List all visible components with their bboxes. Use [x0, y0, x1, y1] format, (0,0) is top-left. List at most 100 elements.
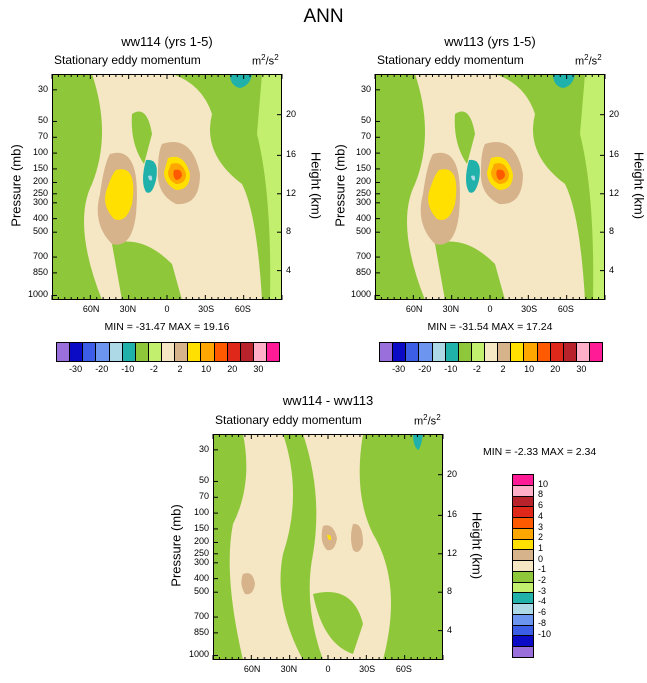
- colorbar-label: 8: [538, 489, 544, 500]
- pressure-tick-label: 250: [355, 187, 371, 198]
- min-max-stats: MIN = -2.33 MAX = 2.34: [483, 446, 597, 458]
- yellow-region-left: [105, 169, 134, 220]
- colorbar-label: -10: [444, 364, 458, 374]
- colorbar-label: 3: [538, 521, 544, 532]
- pressure-tick-label: 500: [355, 226, 371, 237]
- pressure-tick-label: 50: [360, 115, 371, 126]
- green-region-left: [52, 74, 102, 300]
- colorbar-difference: [512, 474, 534, 658]
- colorbar-swatch: [70, 343, 84, 361]
- lat-tick-label: 30S: [359, 664, 376, 674]
- colorbar-swatch: [513, 507, 533, 519]
- green-region-mid: [280, 434, 323, 660]
- green-region-right: [495, 74, 605, 300]
- contour-plot: [51, 74, 283, 300]
- green-patch-mid: [454, 111, 475, 164]
- lat-tick-label: 60S: [234, 304, 251, 314]
- height-tick-label: 16: [447, 509, 458, 520]
- pressure-tick-label: 200: [355, 176, 371, 187]
- pressure-tick-label: 400: [193, 572, 209, 583]
- colorbar-swatch: [240, 343, 254, 361]
- colorbar-label: -6: [538, 607, 547, 618]
- colorbar-label: -4: [538, 596, 547, 607]
- pressure-tick-label: 1000: [188, 649, 209, 660]
- pressure-tick-label: 1000: [27, 289, 48, 300]
- colorbar-swatch: [445, 343, 459, 361]
- colorbar-label: -10: [121, 364, 135, 374]
- panel-title: ww114 (yrs 1-5): [121, 34, 213, 49]
- colorbar-label: -10: [538, 628, 552, 639]
- colorbar-label: -2: [149, 364, 158, 374]
- pressure-tick-label: 70: [198, 491, 209, 502]
- colorbar-swatch: [83, 343, 97, 361]
- colorbar-label: 2: [538, 532, 544, 543]
- colorbar-swatch: [513, 561, 533, 572]
- lat-tick-label: 30N: [442, 304, 460, 314]
- y-axis-label-height: Height (km): [631, 151, 647, 220]
- red-core-center: [496, 169, 505, 180]
- lat-tick-label: 60S: [395, 664, 412, 674]
- colorbar-swatch: [214, 343, 228, 361]
- lat-tick-label: 60N: [82, 304, 100, 314]
- contour-plot: [374, 74, 606, 300]
- pressure-tick-label: 1000: [350, 289, 371, 300]
- panel-title: ww114 - ww113: [282, 393, 374, 408]
- pressure-tick-label: 70: [360, 131, 371, 142]
- pressure-tick-label: 30: [198, 443, 209, 454]
- pressure-tick-label: 100: [32, 147, 48, 158]
- colorbar-swatch: [590, 343, 603, 361]
- colorbar-label: -8: [538, 617, 547, 628]
- pressure-tick-label: 150: [193, 522, 209, 533]
- colorbar-swatch: [513, 636, 533, 648]
- colorbar-swatch: [513, 614, 533, 626]
- panel-subtitle: Stationary eddy momentum: [377, 53, 524, 67]
- colorbar-swatch: [227, 343, 241, 361]
- colorbar-label: -3: [538, 585, 547, 596]
- colorbar-swatch: [513, 604, 533, 615]
- green-region-left: [375, 74, 425, 300]
- colorbar-label: 2: [500, 364, 506, 374]
- min-max-stats: MIN = -31.54 MAX = 17.24: [427, 321, 553, 333]
- height-tick-label: 12: [447, 547, 458, 558]
- colorbar-label: -1: [538, 564, 547, 575]
- brown-region-b: [351, 523, 363, 552]
- colorbar-swatch: [513, 550, 533, 562]
- colorbar-swatch: [513, 475, 533, 486]
- pressure-tick-label: 400: [355, 212, 371, 223]
- colorbar-swatch: [563, 343, 577, 361]
- height-tick-label: 4: [609, 264, 615, 275]
- colorbar-label: -30: [69, 364, 83, 374]
- height-tick-label: 12: [286, 187, 297, 198]
- colorbar-swatch: [513, 625, 533, 637]
- lat-tick-label: 60S: [557, 304, 574, 314]
- pressure-tick-label: 850: [193, 626, 209, 637]
- colorbar-swatch: [513, 647, 533, 658]
- pressure-tick-label: 300: [193, 556, 209, 567]
- pressure-tick-label: 300: [355, 196, 371, 207]
- lat-tick-label: 0: [164, 304, 170, 314]
- pressure-tick-label: 850: [32, 266, 48, 277]
- height-tick-label: 20: [286, 108, 297, 119]
- lat-tick-label: 30S: [198, 304, 215, 314]
- y-axis-label-height: Height (km): [308, 151, 324, 220]
- teal-region-top: [553, 74, 575, 88]
- light-green-strip: [257, 74, 282, 300]
- pressure-tick-label: 250: [32, 187, 48, 198]
- yellow-region-left: [428, 169, 457, 220]
- colorbar-label: 1: [538, 542, 544, 553]
- colorbar-swatch: [122, 343, 136, 361]
- panel-subtitle: Stationary eddy momentum: [54, 53, 201, 67]
- colorbar-swatch: [148, 343, 162, 361]
- colorbar-swatch: [458, 343, 472, 361]
- pressure-tick-label: 50: [37, 115, 48, 126]
- colorbar-label: 10: [524, 364, 535, 374]
- pressure-tick-label: 500: [193, 586, 209, 597]
- pressure-tick-label: 700: [193, 611, 209, 622]
- height-tick-label: 8: [447, 586, 453, 597]
- brown-region-c: [241, 573, 255, 595]
- pressure-tick-label: 500: [32, 226, 48, 237]
- colorbar-swatch: [513, 496, 533, 508]
- colorbar-swatch: [96, 343, 110, 361]
- colorbar-swatch: [576, 343, 590, 361]
- colorbar-swatch: [162, 343, 176, 361]
